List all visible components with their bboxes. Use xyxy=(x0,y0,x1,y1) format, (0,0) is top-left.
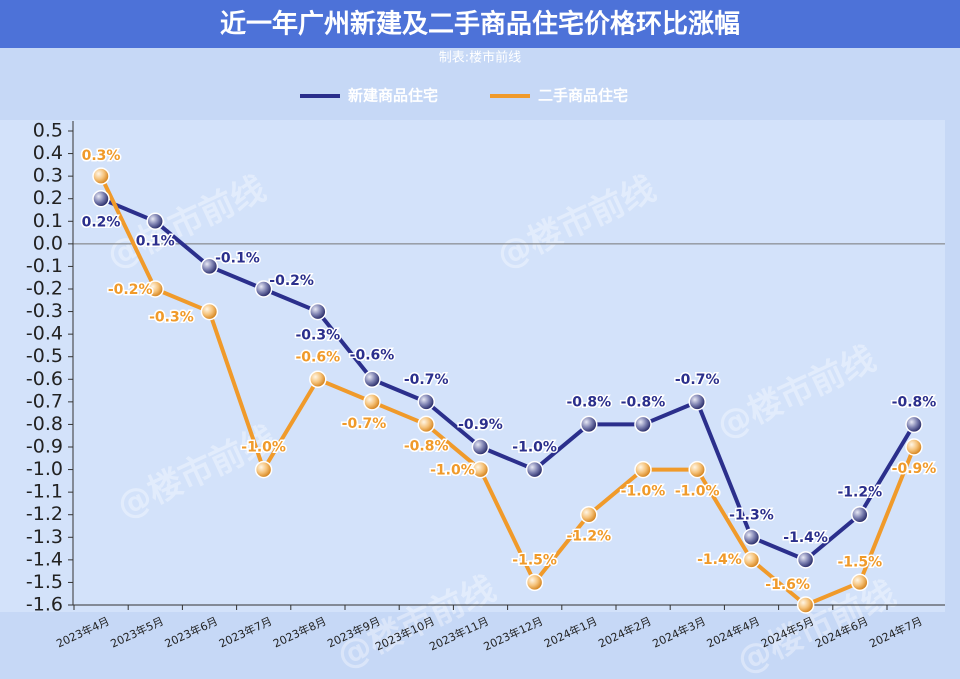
point xyxy=(851,505,869,524)
point xyxy=(200,257,219,276)
legend-label: 二手商品住宅 xyxy=(538,87,628,105)
y-tick-label: -0.7 xyxy=(26,390,63,412)
chart-title: 近一年广州新建及二手商品住宅价格环比涨幅 xyxy=(220,9,740,40)
point xyxy=(254,280,273,298)
point xyxy=(851,573,869,592)
data-label: -0.2% xyxy=(108,282,153,298)
data-label: -0.9% xyxy=(458,417,503,433)
data-label: -1.2% xyxy=(837,485,882,501)
data-label: -1.3% xyxy=(729,507,774,523)
point xyxy=(471,438,490,456)
point xyxy=(688,393,706,411)
point xyxy=(146,280,164,298)
point xyxy=(796,551,815,569)
point xyxy=(417,415,435,434)
data-label: -1.0% xyxy=(430,463,475,479)
data-label: -0.7% xyxy=(675,372,720,388)
y-tick-label: -0.9 xyxy=(26,436,63,458)
point xyxy=(580,415,598,434)
title-bar xyxy=(0,0,960,48)
point xyxy=(634,415,652,434)
point xyxy=(580,505,598,524)
y-tick-label: -0.5 xyxy=(26,345,63,367)
data-label: -1.0% xyxy=(241,440,286,456)
point xyxy=(742,551,761,569)
y-tick-label: -0.8 xyxy=(26,413,63,435)
data-label: -1.4% xyxy=(697,552,742,568)
data-label: 0.2% xyxy=(82,215,121,231)
data-label: -0.6% xyxy=(350,347,395,363)
data-label: -0.8% xyxy=(404,438,449,454)
y-tick-label: -1.5 xyxy=(26,571,63,593)
y-tick-label: -1.1 xyxy=(26,481,63,503)
data-label: -0.1% xyxy=(215,250,260,266)
data-label: -1.5% xyxy=(837,554,882,570)
point xyxy=(796,596,815,614)
point xyxy=(525,460,544,479)
point xyxy=(417,393,435,411)
data-label: -1.0% xyxy=(512,440,557,456)
point xyxy=(688,460,706,479)
y-tick-label: -0.3 xyxy=(26,300,63,322)
y-tick-label: -0.6 xyxy=(26,368,63,390)
point xyxy=(146,212,164,231)
data-label: 0.1% xyxy=(136,233,175,249)
point xyxy=(905,438,923,456)
y-tick-label: 0.2 xyxy=(33,187,63,209)
point xyxy=(254,460,273,479)
data-label: -0.8% xyxy=(621,394,666,410)
point xyxy=(92,189,110,208)
data-label: -0.2% xyxy=(269,273,314,289)
y-tick-label: 0.5 xyxy=(33,120,63,142)
data-label: -0.6% xyxy=(295,349,340,365)
data-label: 0.3% xyxy=(82,148,121,164)
plot-background xyxy=(0,120,945,612)
point xyxy=(634,460,652,479)
y-tick-label: 0.0 xyxy=(33,232,63,254)
data-label: -1.4% xyxy=(783,530,828,546)
point xyxy=(309,370,327,389)
y-tick-label: -0.2 xyxy=(26,278,63,300)
y-tick-label: -0.4 xyxy=(26,323,63,345)
point xyxy=(309,302,327,321)
data-label: -0.9% xyxy=(892,461,937,477)
y-tick-label: 0.3 xyxy=(33,165,63,187)
y-tick-label: 0.1 xyxy=(33,210,63,232)
y-tick-label: -1.0 xyxy=(26,458,63,480)
data-label: -1.6% xyxy=(765,577,810,593)
legend-label: 新建商品住宅 xyxy=(348,87,438,105)
data-label: -0.3% xyxy=(149,310,194,326)
y-tick-label: -1.3 xyxy=(26,526,63,548)
point xyxy=(363,370,381,389)
data-label: -1.0% xyxy=(621,484,666,500)
series-line xyxy=(99,175,916,607)
data-label: -1.2% xyxy=(566,529,611,545)
y-tick-label: -1.2 xyxy=(26,503,63,525)
chart-subtitle: 制表:楼市前线 xyxy=(439,50,521,66)
series-line xyxy=(100,196,916,562)
point xyxy=(471,460,490,479)
y-tick-label: -0.1 xyxy=(26,255,63,277)
data-label: -0.3% xyxy=(295,328,340,344)
y-tick-label: 0.4 xyxy=(33,142,63,164)
point xyxy=(905,415,923,434)
point xyxy=(92,167,110,185)
y-tick-label: -1.4 xyxy=(26,548,63,570)
y-tick-label: -1.6 xyxy=(26,594,63,616)
data-label: -1.0% xyxy=(675,484,720,500)
data-label: -1.5% xyxy=(512,552,557,568)
data-label: -0.8% xyxy=(892,394,937,410)
point xyxy=(525,573,544,592)
data-label: -0.7% xyxy=(404,372,449,388)
data-label: -0.8% xyxy=(566,394,611,410)
data-label: -0.7% xyxy=(342,416,387,432)
point xyxy=(363,393,381,411)
point xyxy=(742,528,761,547)
point xyxy=(200,302,219,321)
